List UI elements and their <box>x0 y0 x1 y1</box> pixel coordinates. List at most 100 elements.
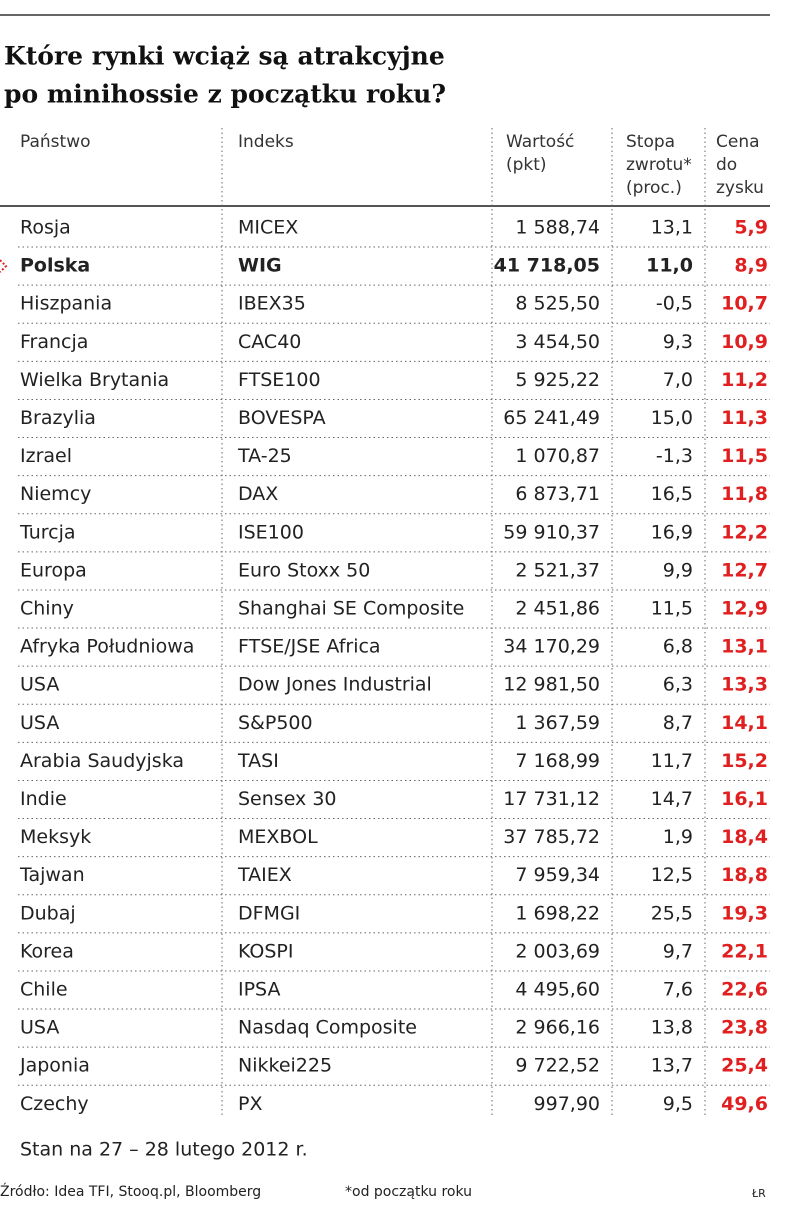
cell: Dubaj <box>20 902 76 924</box>
cell: Wielka Brytania <box>20 369 169 391</box>
cell: 19,3 <box>721 902 768 924</box>
cell: Nasdaq Composite <box>238 1017 417 1039</box>
cell: 16,1 <box>721 788 768 810</box>
cell: 14,1 <box>721 712 768 734</box>
cell: 8,7 <box>663 712 693 734</box>
cell: BOVESPA <box>238 407 326 429</box>
cell: Hiszpania <box>20 293 112 315</box>
cell: 2 521,37 <box>515 559 600 581</box>
cell: 1,9 <box>663 826 693 848</box>
header-cell: Cena <box>716 132 760 152</box>
header-cell: (proc.) <box>626 178 682 198</box>
cell: 13,1 <box>721 636 768 658</box>
cell: S&P500 <box>238 712 313 734</box>
cell: -0,5 <box>656 293 693 315</box>
cell: TA-25 <box>237 445 292 467</box>
cell: Afryka Południowa <box>20 636 194 658</box>
cell: DAX <box>238 483 278 505</box>
cell: 22,6 <box>721 979 768 1001</box>
cell: Korea <box>20 940 74 962</box>
cell: Rosja <box>20 217 71 239</box>
cell: KOSPI <box>238 940 294 962</box>
highlight-marker <box>0 259 8 273</box>
cell: 16,5 <box>651 483 693 505</box>
cell: 8 525,50 <box>515 293 600 315</box>
date-note: Stan na 27 – 28 lutego 2012 r. <box>20 1139 308 1161</box>
source: Źródło: Idea TFI, Stooq.pl, Bloomberg <box>0 1182 261 1200</box>
cell: 13,1 <box>651 217 693 239</box>
footnote: *od początku roku <box>345 1184 472 1200</box>
cell: Dow Jones Industrial <box>238 674 432 696</box>
cell: 49,6 <box>721 1093 768 1115</box>
cell: ISE100 <box>238 521 304 543</box>
cell: Czechy <box>20 1093 89 1115</box>
cell: 11,0 <box>646 255 693 277</box>
cell: Arabia Saudyjska <box>20 750 184 772</box>
cell: 11,7 <box>651 750 693 772</box>
header-cell: Indeks <box>238 132 294 152</box>
cell: Chiny <box>20 598 74 620</box>
cell: 18,8 <box>721 864 768 886</box>
cell: 18,4 <box>721 826 768 848</box>
cell: 7,0 <box>663 369 693 391</box>
cell: 11,5 <box>721 445 768 467</box>
header-cell: Wartość <box>506 132 574 152</box>
cell: Nikkei225 <box>238 1055 332 1077</box>
cell: Indie <box>20 788 67 810</box>
cell: 12,5 <box>651 864 693 886</box>
cell: 2 003,69 <box>515 940 600 962</box>
cell: MEXBOL <box>238 826 318 848</box>
cell: PX <box>238 1093 262 1115</box>
cell: 25,5 <box>651 902 693 924</box>
cell: Francja <box>20 331 88 353</box>
cell: 9,9 <box>663 559 693 581</box>
cell: 9,3 <box>663 331 693 353</box>
cell: MICEX <box>238 217 298 239</box>
cell: 6,3 <box>663 674 693 696</box>
cell: 11,2 <box>721 369 768 391</box>
cell: 22,1 <box>721 940 768 962</box>
cell: TASI <box>237 750 279 772</box>
cell: USA <box>20 712 59 734</box>
cell: 17 731,12 <box>503 788 600 810</box>
header-cell: zwrotu* <box>626 155 692 175</box>
cell: USA <box>20 1017 59 1039</box>
cell: Europa <box>20 559 87 581</box>
cell: Sensex 30 <box>238 788 337 810</box>
cell: 1 588,74 <box>515 217 600 239</box>
cell: 9,7 <box>663 940 693 962</box>
cell: Polska <box>20 255 90 277</box>
cell: 9 722,52 <box>515 1055 600 1077</box>
cell: Meksyk <box>20 826 91 848</box>
cell: 3 454,50 <box>515 331 600 353</box>
cell: 13,8 <box>651 1017 693 1039</box>
header-cell: Stopa <box>626 132 675 152</box>
header-cell: do <box>716 155 737 175</box>
cell: 7 168,99 <box>515 750 600 772</box>
cell: 1 698,22 <box>515 902 600 924</box>
cell: 10,9 <box>721 331 768 353</box>
cell: 7 959,34 <box>515 864 600 886</box>
cell: Turcja <box>19 521 76 543</box>
cell: 37 785,72 <box>503 826 600 848</box>
cell: Chile <box>20 979 68 1001</box>
cell: 41 718,05 <box>494 255 600 277</box>
cell: 12,9 <box>721 598 768 620</box>
cell: 12 981,50 <box>503 674 600 696</box>
cell: 13,7 <box>651 1055 693 1077</box>
cell: FTSE/JSE Africa <box>238 636 381 658</box>
title-line: po minihossie z początku roku? <box>4 80 446 109</box>
header-cell: (pkt) <box>506 155 547 175</box>
cell: 7,6 <box>663 979 693 1001</box>
header-cell: Państwo <box>20 132 91 152</box>
header-cell: zysku <box>716 178 764 198</box>
cell: CAC40 <box>238 331 301 353</box>
cell: DFMGI <box>238 902 300 924</box>
cell: 15,0 <box>651 407 693 429</box>
cell: 2 451,86 <box>515 598 600 620</box>
cell: -1,3 <box>656 445 693 467</box>
cell: 14,7 <box>651 788 693 810</box>
cell: 1 367,59 <box>515 712 600 734</box>
cell: 11,5 <box>651 598 693 620</box>
cell: 13,3 <box>721 674 768 696</box>
